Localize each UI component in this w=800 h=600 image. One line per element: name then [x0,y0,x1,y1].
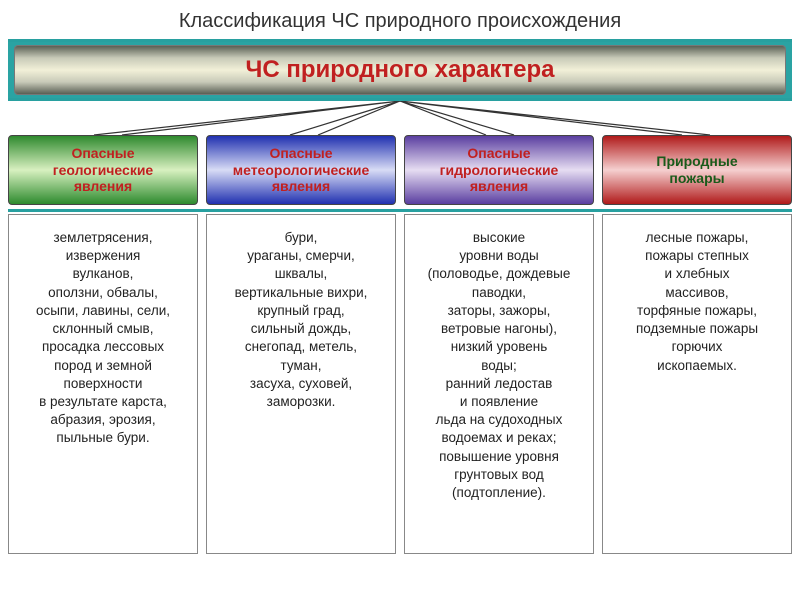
content-box-3: лесные пожары, пожары степных и хлебных … [602,214,792,554]
content-text-3: лесные пожары, пожары степных и хлебных … [609,229,785,375]
content-row: землетрясения, извержения вулканов, опол… [0,214,800,554]
category-row: Опасные геологические явленияОпасные мет… [8,135,792,212]
diagram: ЧС природного характера Опасные геологич… [0,39,800,212]
category-column-0: Опасные геологические явления [8,135,198,205]
category-box-3: Природные пожары [602,135,792,205]
content-box-0: землетрясения, извержения вулканов, опол… [8,214,198,554]
category-column-3: Природные пожары [602,135,792,205]
content-text-0: землетрясения, извержения вулканов, опол… [15,229,191,448]
content-text-1: бури, ураганы, смерчи, шквалы, вертикаль… [213,229,389,411]
category-column-2: Опасные гидрологические явления [404,135,594,205]
category-column-1: Опасные метеорологические явления [206,135,396,205]
connectors [8,101,792,135]
category-box-0: Опасные геологические явления [8,135,198,205]
content-box-2: высокие уровни воды (половодье, дождевые… [404,214,594,554]
content-text-2: высокие уровни воды (половодье, дождевые… [411,229,587,502]
main-header: ЧС природного характера [14,45,786,95]
main-header-text: ЧС природного характера [246,56,555,84]
page-title: Классификация ЧС природного происхождени… [0,0,800,39]
category-box-2: Опасные гидрологические явления [404,135,594,205]
category-box-1: Опасные метеорологические явления [206,135,396,205]
content-box-1: бури, ураганы, смерчи, шквалы, вертикаль… [206,214,396,554]
header-bar-wrap: ЧС природного характера [8,39,792,101]
